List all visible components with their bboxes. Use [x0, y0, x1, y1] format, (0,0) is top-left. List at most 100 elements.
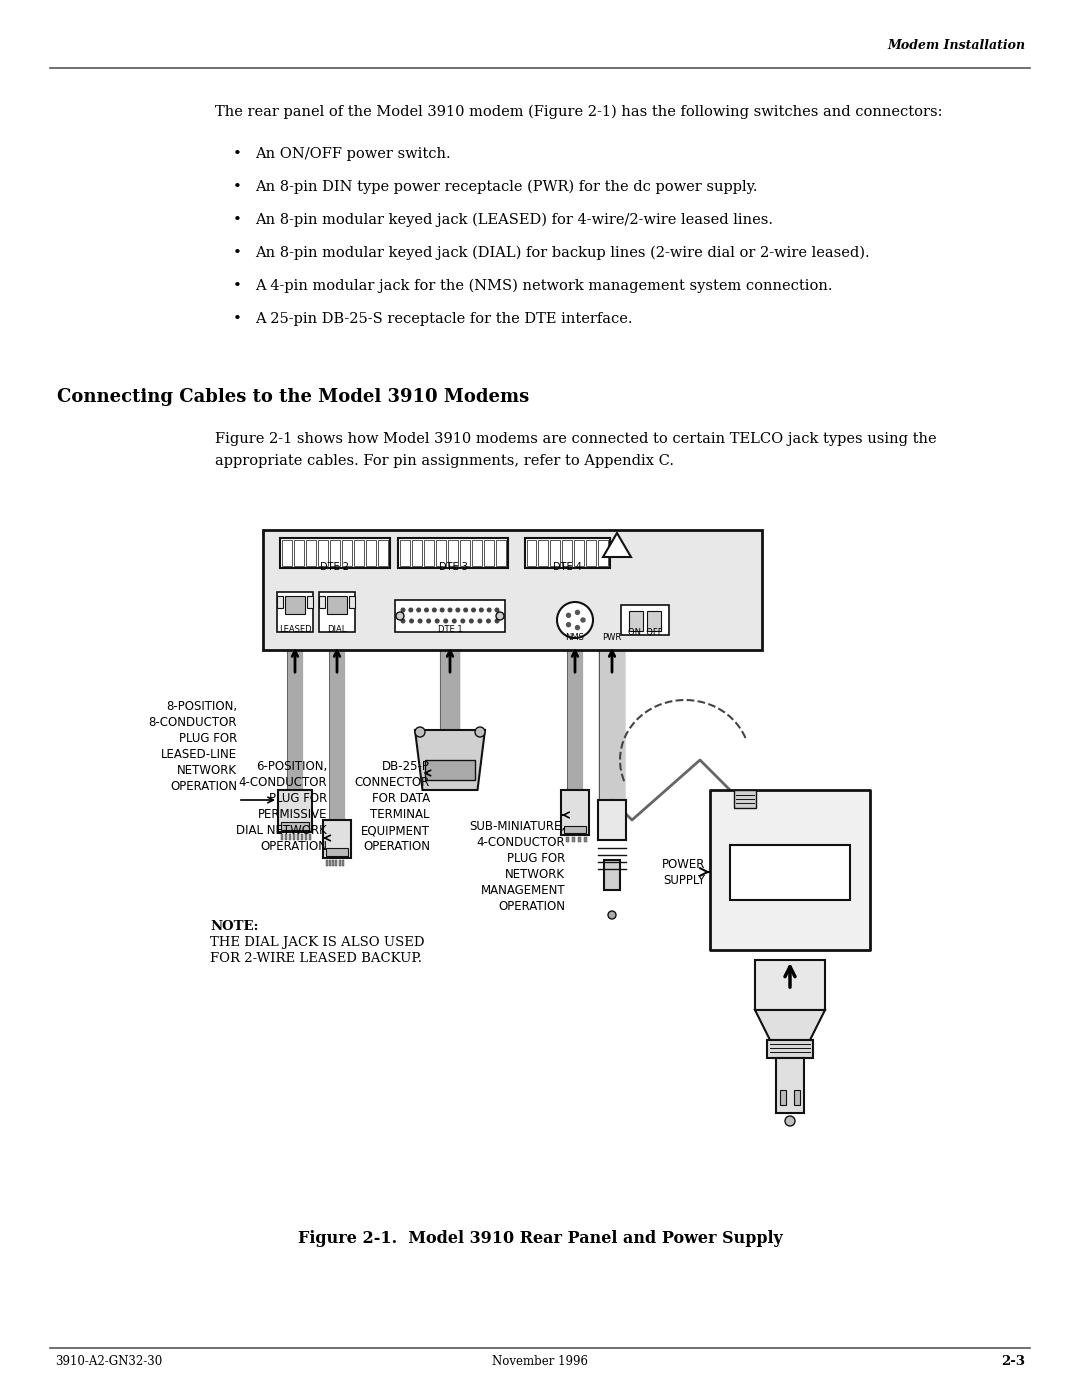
Bar — [264, 529, 762, 650]
Bar — [289, 834, 291, 840]
Polygon shape — [415, 731, 485, 789]
Circle shape — [401, 608, 405, 612]
Circle shape — [435, 619, 438, 623]
Circle shape — [415, 726, 426, 738]
Text: Figure 2-1.  Model 3910 Rear Panel and Power Supply: Figure 2-1. Model 3910 Rear Panel and Po… — [298, 1229, 782, 1248]
Text: DTE 3: DTE 3 — [438, 562, 468, 571]
Bar — [767, 1039, 813, 1058]
Bar — [330, 541, 340, 566]
Bar — [411, 541, 422, 566]
Text: A 4-pin modular jack for the (NMS) network management system connection.: A 4-pin modular jack for the (NMS) netwo… — [255, 279, 833, 293]
Bar — [278, 789, 312, 833]
Bar — [755, 960, 825, 1010]
Bar — [276, 592, 313, 631]
Bar — [282, 541, 292, 566]
Text: •: • — [232, 279, 242, 293]
Circle shape — [448, 608, 451, 612]
Bar — [333, 861, 335, 866]
Text: PWR: PWR — [603, 633, 622, 643]
Circle shape — [418, 619, 422, 623]
Bar — [584, 837, 588, 842]
Text: A 25-pin DB-25-S receptacle for the DTE interface.: A 25-pin DB-25-S receptacle for the DTE … — [255, 312, 633, 326]
Text: 3910-A2-GN32-30: 3910-A2-GN32-30 — [55, 1355, 162, 1368]
Bar — [354, 541, 364, 566]
Bar — [550, 541, 561, 566]
Bar — [460, 541, 470, 566]
Text: LEASED: LEASED — [279, 624, 311, 634]
Circle shape — [487, 608, 491, 612]
Bar — [621, 605, 669, 636]
Text: Modem Installation: Modem Installation — [887, 39, 1025, 52]
Circle shape — [427, 619, 431, 623]
Circle shape — [581, 617, 585, 622]
Text: •: • — [232, 147, 242, 161]
Bar — [305, 834, 307, 840]
Circle shape — [396, 612, 404, 620]
Circle shape — [417, 608, 420, 612]
Text: Connecting Cables to the Model 3910 Modems: Connecting Cables to the Model 3910 Mode… — [57, 388, 529, 407]
Circle shape — [608, 911, 616, 919]
Bar — [306, 541, 316, 566]
Text: 8-POSITION,
8-CONDUCTOR
PLUG FOR
LEASED-LINE
NETWORK
OPERATION: 8-POSITION, 8-CONDUCTOR PLUG FOR LEASED-… — [149, 700, 237, 793]
Bar — [309, 834, 311, 840]
Circle shape — [480, 608, 483, 612]
Circle shape — [461, 619, 464, 623]
Bar — [710, 789, 870, 950]
Bar — [329, 861, 332, 866]
Bar — [794, 1090, 800, 1105]
Circle shape — [464, 608, 468, 612]
Bar — [436, 541, 446, 566]
Bar — [573, 541, 584, 566]
Bar — [472, 541, 482, 566]
Circle shape — [557, 602, 593, 638]
Text: •: • — [232, 246, 242, 260]
Bar — [293, 834, 295, 840]
Bar — [424, 541, 434, 566]
Bar — [276, 597, 283, 608]
Bar — [730, 845, 850, 900]
Bar — [525, 538, 609, 569]
Bar — [318, 541, 328, 566]
Circle shape — [441, 608, 444, 612]
Bar — [395, 599, 505, 631]
Text: 2-3: 2-3 — [1001, 1355, 1025, 1368]
Text: An 8-pin DIN type power receptacle (PWR) for the dc power supply.: An 8-pin DIN type power receptacle (PWR)… — [255, 180, 757, 194]
Bar — [566, 837, 569, 842]
Text: •: • — [232, 312, 242, 326]
Bar — [307, 597, 313, 608]
Bar — [341, 861, 343, 866]
Circle shape — [401, 619, 405, 623]
Bar — [597, 541, 607, 566]
Bar — [572, 837, 575, 842]
Polygon shape — [755, 1010, 825, 1039]
Circle shape — [424, 608, 429, 612]
Bar — [301, 834, 303, 840]
Bar — [281, 821, 309, 830]
Bar — [342, 541, 352, 566]
Text: appropriate cables. For pin assignments, refer to Appendix C.: appropriate cables. For pin assignments,… — [215, 454, 674, 468]
Circle shape — [496, 612, 504, 620]
Bar — [777, 1058, 804, 1113]
Circle shape — [444, 619, 447, 623]
Text: DTE 4: DTE 4 — [553, 562, 581, 571]
Text: SUB-MINIATURE,
4-CONDUCTOR
PLUG FOR
NETWORK
MANAGEMENT
OPERATION: SUB-MINIATURE, 4-CONDUCTOR PLUG FOR NETW… — [469, 820, 565, 914]
Circle shape — [409, 619, 414, 623]
Circle shape — [487, 619, 490, 623]
Bar — [484, 541, 494, 566]
Text: An 8-pin modular keyed jack (DIAL) for backup lines (2-wire dial or 2-wire lease: An 8-pin modular keyed jack (DIAL) for b… — [255, 246, 869, 260]
Circle shape — [453, 619, 456, 623]
Bar — [562, 541, 572, 566]
Text: November 1996: November 1996 — [492, 1355, 588, 1368]
Bar — [780, 1090, 786, 1105]
Text: POWER
SUPPLY: POWER SUPPLY — [662, 858, 705, 887]
Text: •: • — [232, 212, 242, 226]
Bar — [319, 597, 325, 608]
Bar — [281, 834, 283, 840]
Bar — [366, 541, 376, 566]
Circle shape — [496, 619, 499, 623]
Bar — [604, 861, 620, 890]
Text: The rear panel of the Model 3910 modem (Figure 2-1) has the following switches a: The rear panel of the Model 3910 modem (… — [215, 105, 943, 119]
Text: DTE 2: DTE 2 — [321, 562, 350, 571]
Bar — [327, 597, 347, 615]
Text: DB-25-P
CONNECTOR
FOR DATA
TERMINAL
EQUIPMENT
OPERATION: DB-25-P CONNECTOR FOR DATA TERMINAL EQUI… — [354, 760, 430, 854]
